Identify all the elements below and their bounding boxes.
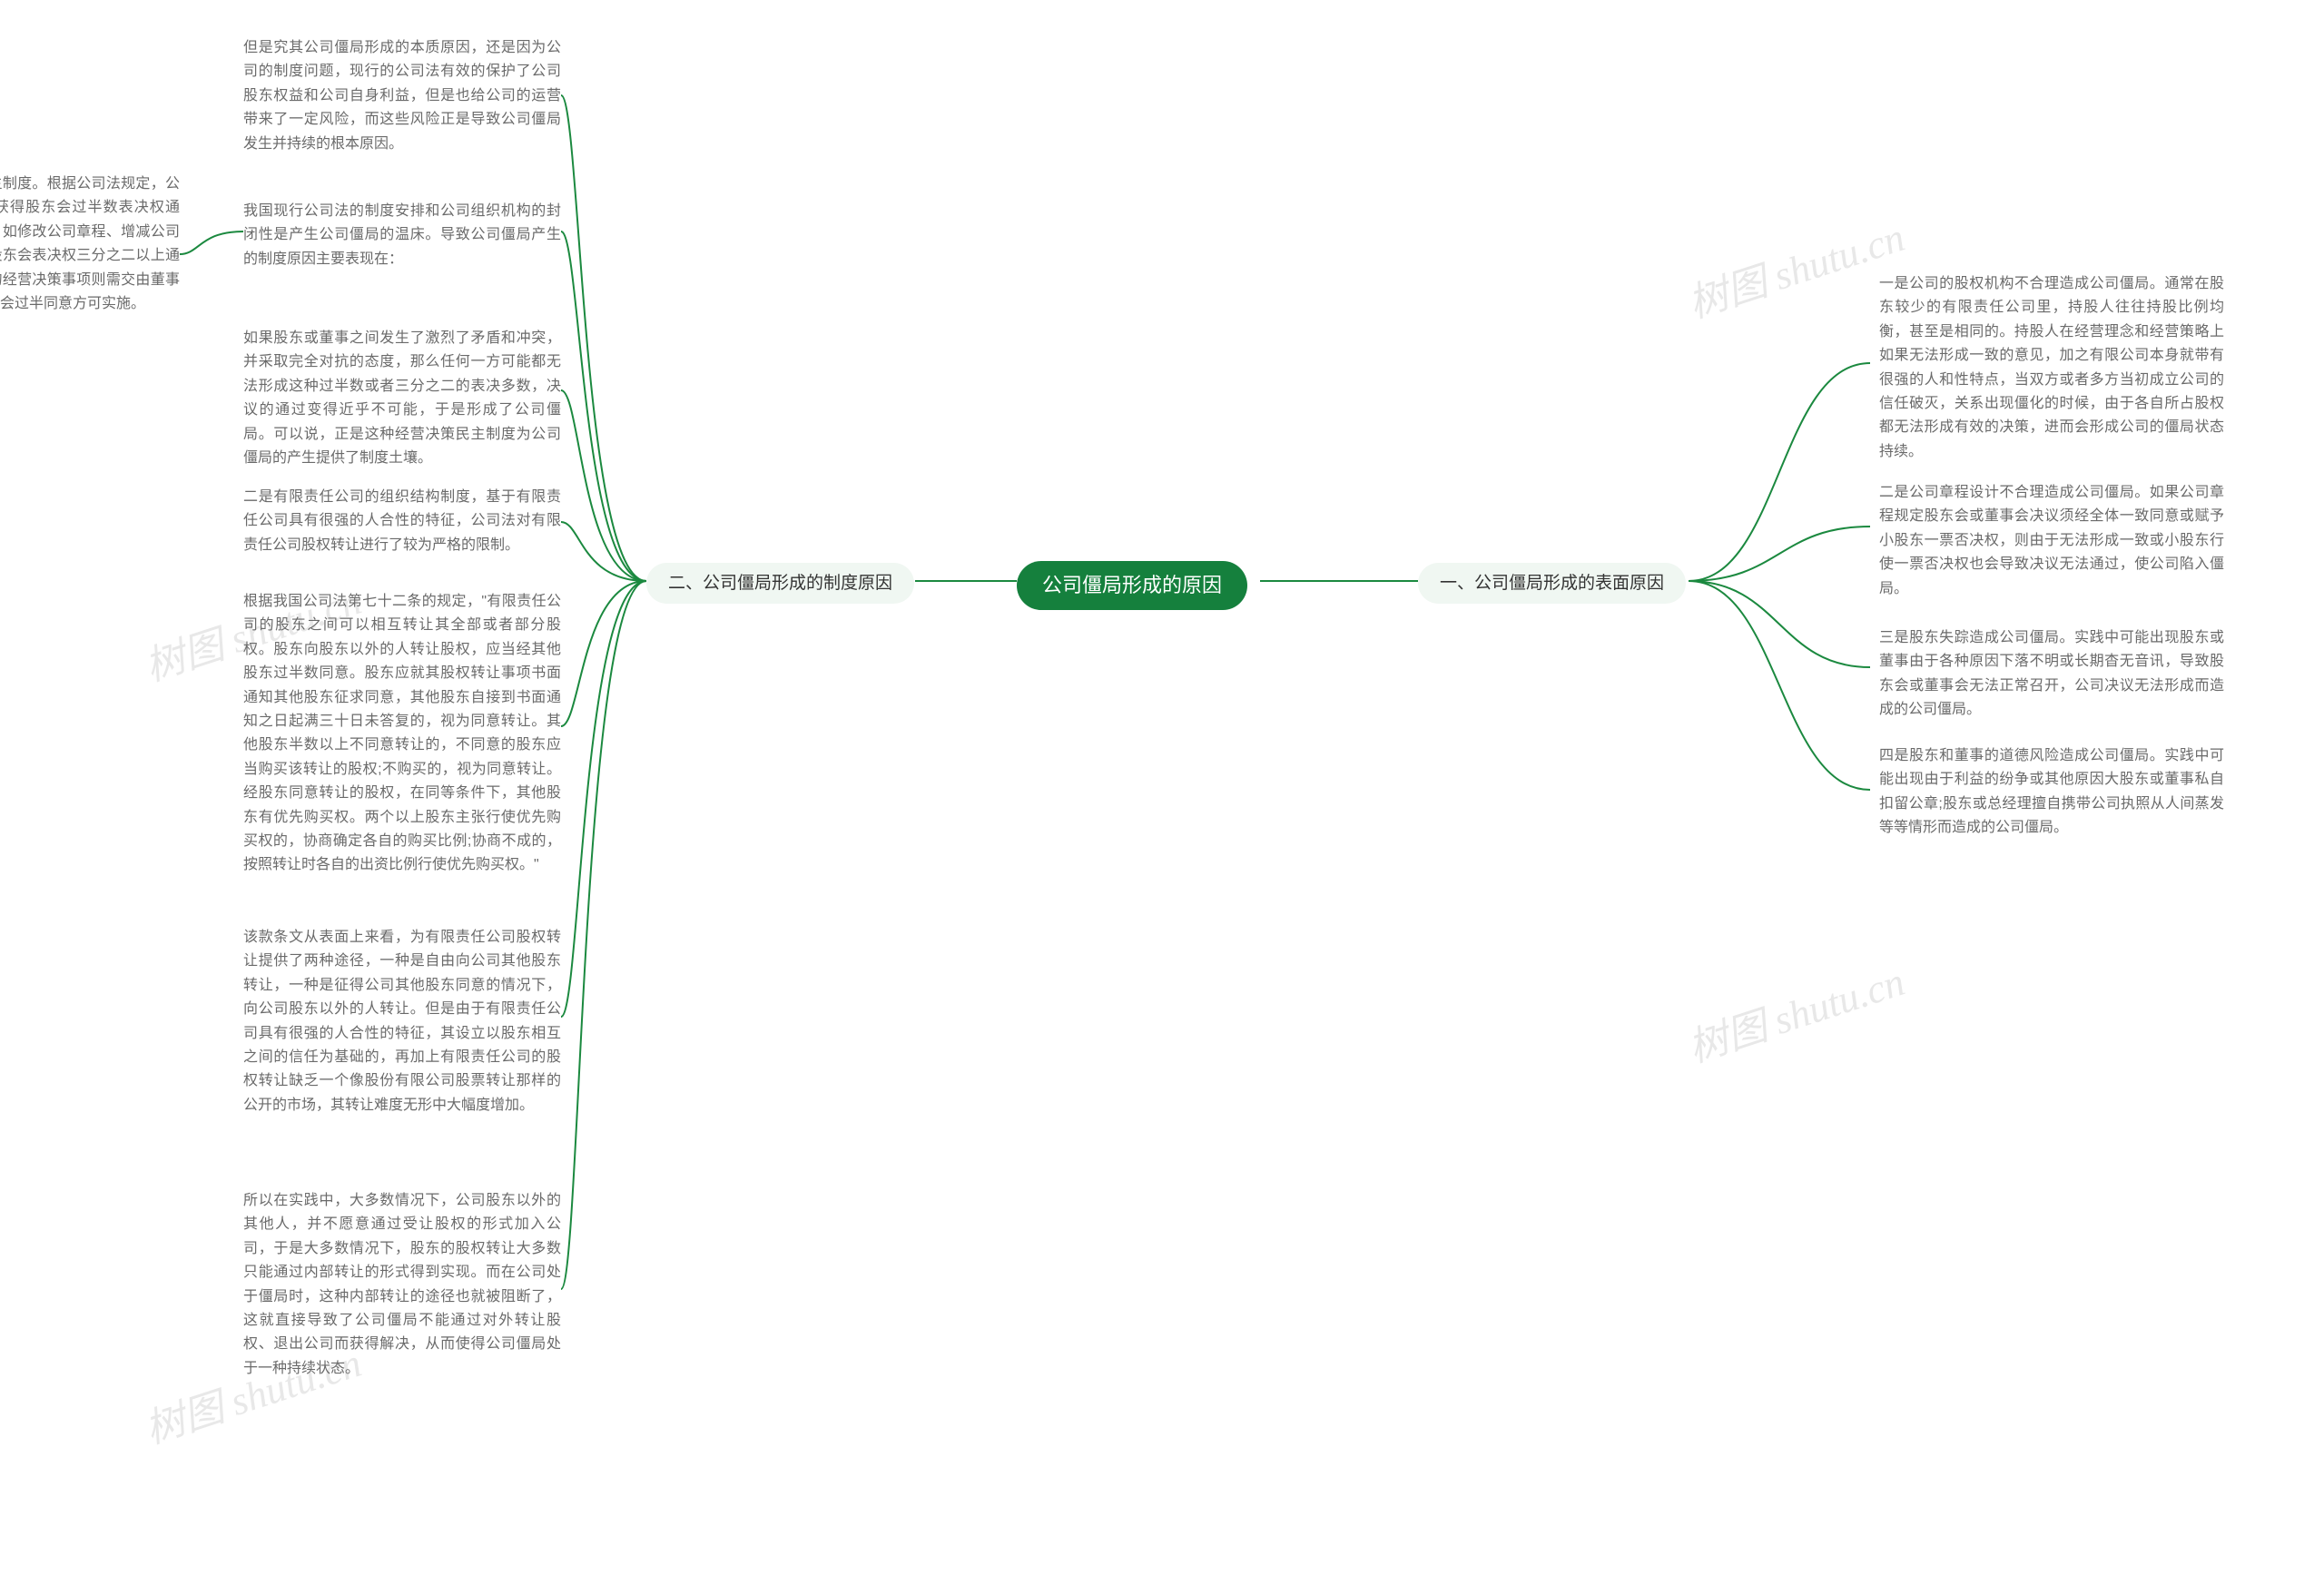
- leaf-l7: 所以在实践中，大多数情况下，公司股东以外的其他人，并不愿意通过受让股权的形式加入…: [243, 1189, 561, 1381]
- watermark: 树图 shutu.cn: [1679, 949, 1911, 1073]
- watermark: 树图 shutu.cn: [1679, 204, 1911, 329]
- branch-left[interactable]: 二、公司僵局形成的制度原因: [646, 563, 914, 604]
- leaf-l6: 该款条文从表面上来看，为有限责任公司股权转让提供了两种途径，一种是自由向公司其他…: [243, 926, 561, 1117]
- leaf-l5: 根据我国公司法第七十二条的规定，"有限责任公司的股东之间可以相互转让其全部或者部…: [243, 590, 561, 878]
- leaf-l4: 二是有限责任公司的组织结构制度，基于有限责任公司具有很强的人合性的特征，公司法对…: [243, 486, 561, 557]
- leaf-r1: 一是公司的股权机构不合理造成公司僵局。通常在股东较少的有限责任公司里，持股人往往…: [1879, 272, 2224, 464]
- leaf-r2: 二是公司章程设计不合理造成公司僵局。如果公司章程规定股东会或董事会决议须经全体一…: [1879, 481, 2224, 601]
- branch-right[interactable]: 一、公司僵局形成的表面原因: [1418, 563, 1686, 604]
- leaf-l2: 我国现行公司法的制度安排和公司组织机构的封闭性是产生公司僵局的温床。导致公司僵局…: [243, 200, 561, 271]
- leaf-l1: 但是究其公司僵局形成的本质原因，还是因为公司的制度问题，现行的公司法有效的保护了…: [243, 36, 561, 156]
- leaf-l2a: 一是公司经营决策民主制度。根据公司法规定，公司的重大决策事项要获得股东会过半数表…: [0, 172, 180, 316]
- mindmap-canvas: 树图 shutu.cn 树图 shutu.cn 树图 shutu.cn 树图 s…: [0, 0, 2324, 1585]
- leaf-r4: 四是股东和董事的道德风险造成公司僵局。实践中可能出现由于利益的纷争或其他原因大股…: [1879, 744, 2224, 841]
- center-node[interactable]: 公司僵局形成的原因: [1017, 561, 1247, 610]
- leaf-r3: 三是股东失踪造成公司僵局。实践中可能出现股东或董事由于各种原因下落不明或长期杳无…: [1879, 626, 2224, 723]
- leaf-l3: 如果股东或董事之间发生了激烈了矛盾和冲突，并采取完全对抗的态度，那么任何一方可能…: [243, 327, 561, 470]
